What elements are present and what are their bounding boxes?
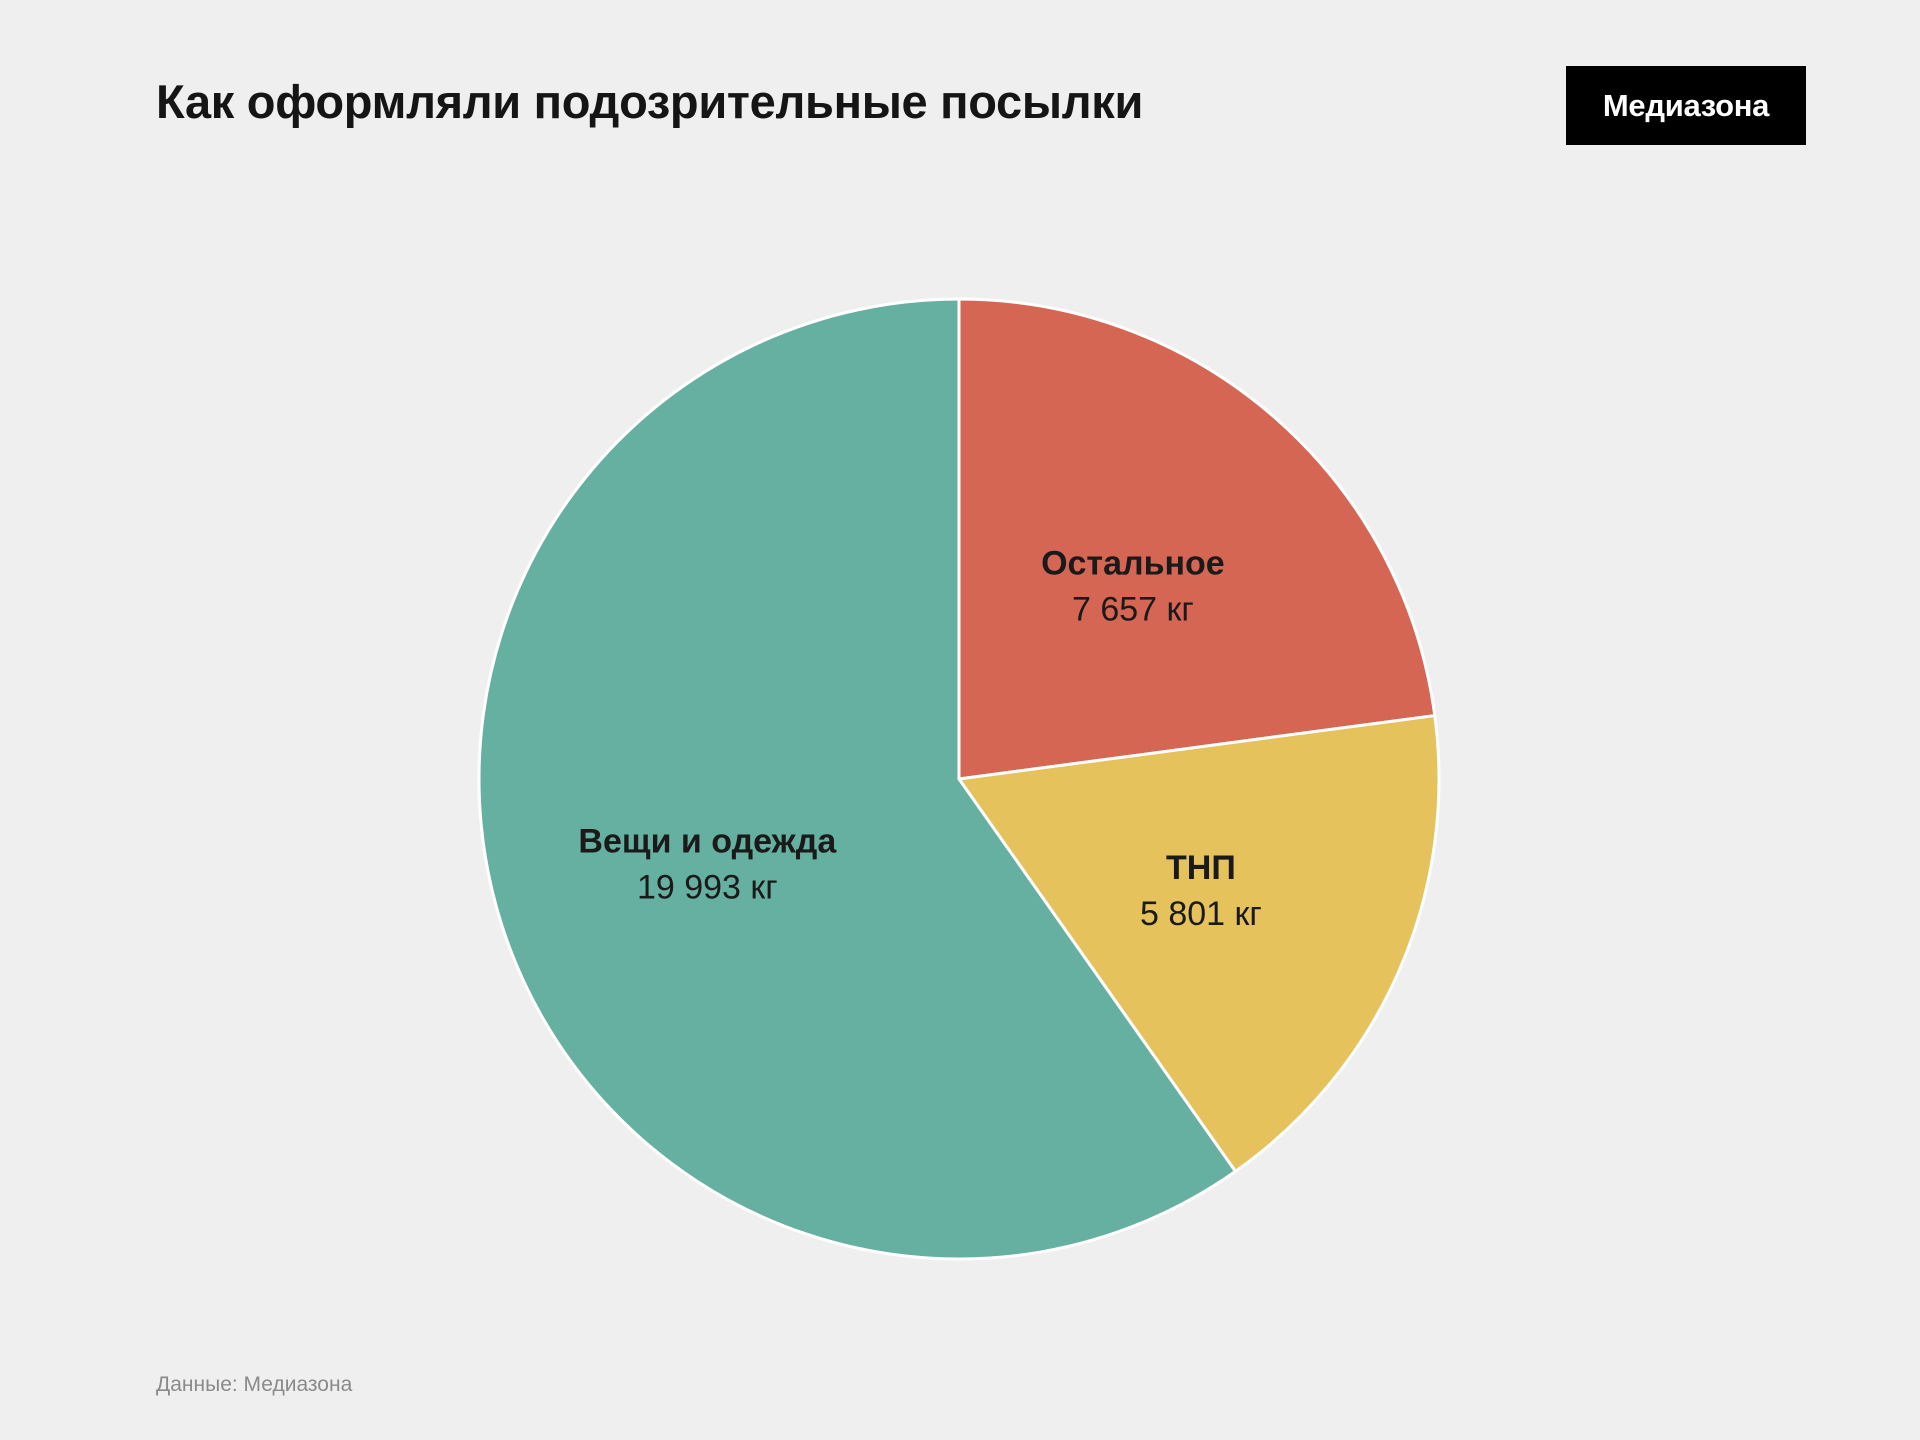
data-source: Данные: Медиазона <box>156 1373 353 1396</box>
chart-title: Как оформляли подозрительные посылки <box>156 75 1144 128</box>
slice-label-3: Вещи и одежда <box>578 823 837 861</box>
slice-label-2: ТНП <box>1166 849 1236 887</box>
pie-slice-3 <box>477 297 1237 1261</box>
slice-value-1: 7 657 кг <box>1072 590 1194 628</box>
pie-slice-1 <box>957 297 1437 781</box>
pie-slice-2 <box>957 714 1441 1173</box>
slice-value-3: 19 993 кг <box>637 869 778 907</box>
slice-label-1: Остальное <box>1041 544 1225 582</box>
slice-value-2: 5 801 кг <box>1140 895 1262 933</box>
mediazona-logo: Медиазона <box>1566 66 1806 145</box>
